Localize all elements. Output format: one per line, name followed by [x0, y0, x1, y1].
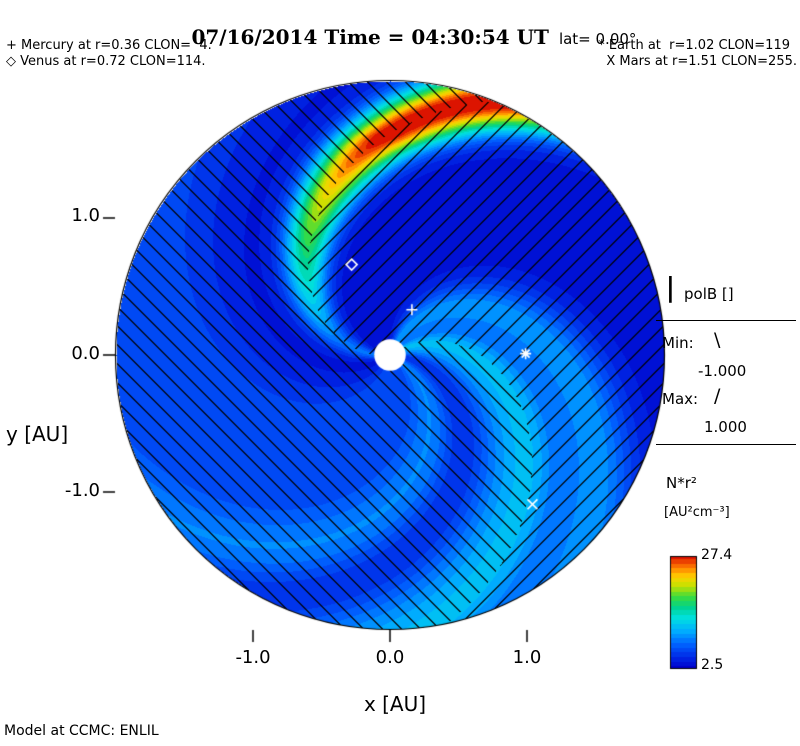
- polb-max-hatch-glyph: /: [714, 385, 721, 407]
- polb-divider-top: [656, 320, 796, 321]
- polb-max-label: Max:: [662, 390, 699, 408]
- legend-mercury: + Mercury at r=0.36 CLON= 4.: [6, 38, 212, 53]
- legend-venus: ◇ Venus at r=0.72 CLON=114.: [6, 54, 206, 69]
- title-latitude: lat= 0.00°: [558, 30, 637, 48]
- polb-max-value: 1.000: [704, 418, 747, 436]
- polb-divider-bottom: [656, 444, 796, 445]
- legend-mars: X Mars at r=1.51 CLON=255.: [606, 54, 797, 69]
- model-credit: Model at CCMC: ENLIL: [4, 723, 159, 739]
- plot-title: 07/16/2014 Time = 04:30:54 UT lat= 0.00°: [0, 6, 800, 69]
- polb-min-value: -1.000: [698, 362, 747, 380]
- density-variable-label: N*r²: [666, 474, 697, 492]
- polb-label: polB []: [684, 285, 734, 303]
- x-axis-label: x [AU]: [363, 692, 427, 716]
- polb-line-glyph: |: [666, 272, 675, 304]
- y-tick-label-1: 1.0: [71, 205, 100, 226]
- x-tick-label-0: 0.0: [375, 647, 405, 668]
- y-tick-label-neg1: -1.0: [64, 480, 100, 501]
- title-datetime: 07/16/2014 Time = 04:30:54 UT: [191, 25, 549, 49]
- y-axis-label: y [AU]: [6, 422, 69, 446]
- polb-min-label: Min:: [662, 334, 694, 352]
- colorbar-max-value: 27.4: [701, 547, 733, 563]
- legend-earth: * Earth at r=1.02 CLON=119: [598, 38, 790, 53]
- y-tick-label-0: 0.0: [71, 343, 100, 364]
- density-units-label: [AU²cm⁻³]: [664, 505, 730, 520]
- x-tick-label-1: 1.0: [512, 647, 542, 668]
- x-tick-label-neg1: -1.0: [235, 647, 271, 668]
- colorbar-min-value: 2.5: [701, 657, 724, 673]
- polb-min-hatch-glyph: \: [714, 329, 721, 351]
